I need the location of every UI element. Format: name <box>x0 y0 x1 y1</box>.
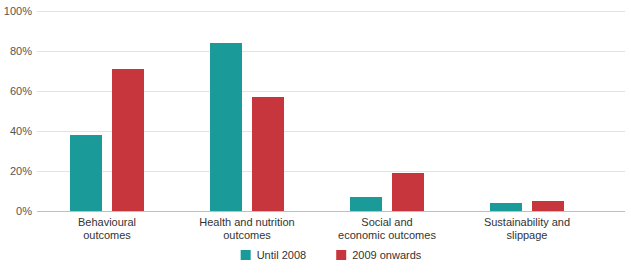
y-tick-label: 20% <box>10 165 32 177</box>
bar <box>112 69 144 211</box>
x-tick-label: Behaviouraloutcomes <box>78 216 136 241</box>
y-tick-label: 80% <box>10 45 32 57</box>
bar <box>532 201 564 211</box>
legend-label: Until 2008 <box>257 249 307 261</box>
legend-item: Until 2008 <box>241 249 307 261</box>
chart-svg: 0% 20% 40% 60% 80% 100% Behaviouraloutcomes Hea… <box>0 0 631 275</box>
grid-line <box>37 51 625 52</box>
bar <box>392 173 424 211</box>
bar <box>210 43 242 211</box>
bar <box>70 135 102 211</box>
bar <box>350 197 382 211</box>
bar <box>252 97 284 211</box>
legend-item: 2009 onwards <box>336 249 422 261</box>
y-tick-label: 60% <box>10 85 32 97</box>
legend: Until 2008 2009 onwards <box>241 249 422 261</box>
y-tick-label: 100% <box>4 5 32 17</box>
legend-swatch <box>241 250 251 260</box>
x-tick-label: Sustainability andslippage <box>484 216 570 241</box>
chart-container: 0% 20% 40% 60% 80% 100% Behaviouraloutcomes Hea… <box>0 0 631 275</box>
bars <box>70 43 564 211</box>
x-tick-label: Health and nutritionoutcomes <box>199 216 294 241</box>
legend-label: 2009 onwards <box>352 249 422 261</box>
legend-swatch <box>336 250 346 260</box>
grid-line <box>37 11 625 12</box>
y-tick-label: 0% <box>16 205 32 217</box>
x-tick-label: Social andeconomic outcomes <box>338 216 436 241</box>
bar <box>490 203 522 211</box>
y-tick-label: 40% <box>10 125 32 137</box>
